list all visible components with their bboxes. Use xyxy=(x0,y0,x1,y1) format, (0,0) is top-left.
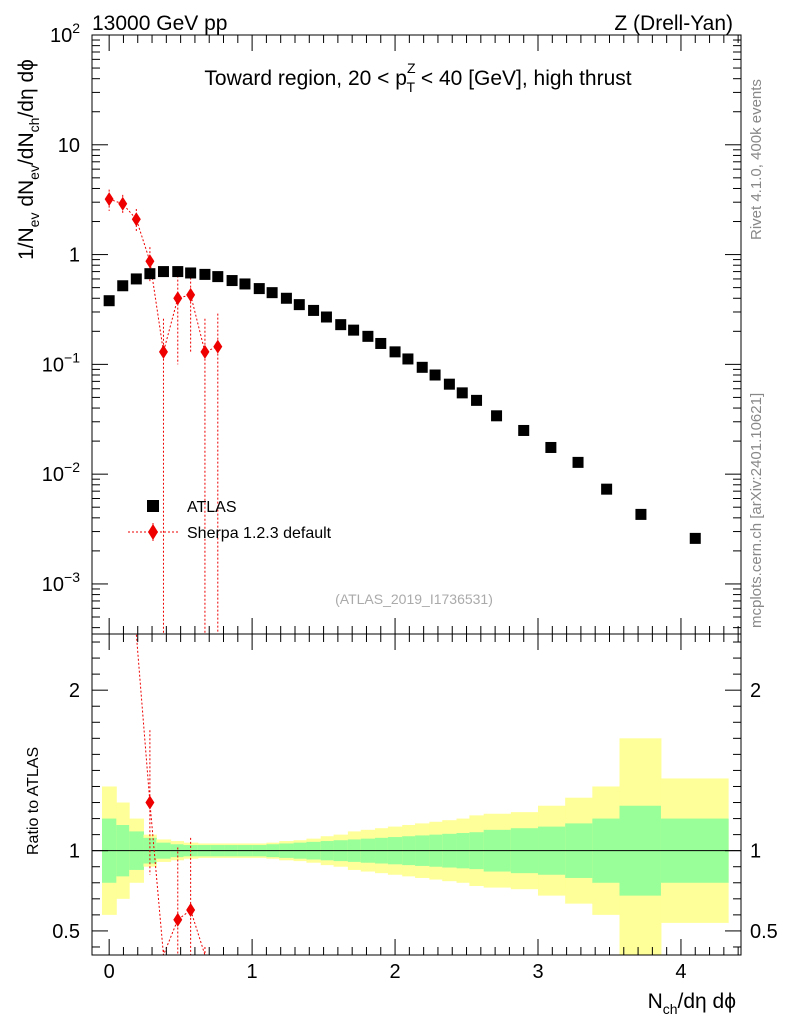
rivet-label: Rivet 4.1.0, 400k events xyxy=(748,79,765,240)
sherpa-point xyxy=(186,287,196,302)
atlas-point xyxy=(402,353,414,365)
legend-atlas-marker xyxy=(147,500,159,512)
sherpa-point xyxy=(200,344,210,359)
main-y-axis-label: 1/Nev dNev/dNch/dη dϕ xyxy=(15,59,42,260)
sherpa-point xyxy=(118,196,128,211)
legend-sherpa-marker xyxy=(148,524,158,540)
sherpa-point xyxy=(173,291,183,306)
sherpa-point xyxy=(145,254,155,269)
y-tick-label: 10 xyxy=(58,135,80,157)
atlas-point xyxy=(456,387,468,399)
atlas-point xyxy=(103,295,115,307)
x-tick-label: 4 xyxy=(675,961,686,983)
sherpa-point xyxy=(131,212,141,227)
atlas-point xyxy=(293,299,305,311)
ratio-x-tick-labels: 0 1 2 3 4 xyxy=(104,961,687,983)
atlas-point xyxy=(389,346,401,358)
atlas-point xyxy=(443,378,455,390)
ratio-y-tick-label-right: 2 xyxy=(750,680,761,702)
y-tick-label: 1 xyxy=(69,245,80,267)
ratio-y-tick-label-right: 1 xyxy=(750,841,761,863)
plot-title: Toward region, 20 < pZ T < 40 [GeV], high… xyxy=(204,60,631,95)
atlas-point xyxy=(172,266,184,278)
atlas-point xyxy=(518,424,530,436)
legend-sherpa-label: Sherpa 1.2.3 default xyxy=(187,525,332,542)
atlas-point xyxy=(335,319,347,331)
atlas-point xyxy=(348,324,360,336)
process-label: Z (Drell-Yan) xyxy=(614,12,733,35)
atlas-point xyxy=(212,271,224,283)
y-tick-label: 102 xyxy=(50,20,80,47)
legend: ATLAS Sherpa 1.2.3 default xyxy=(128,499,332,542)
sherpa-point xyxy=(158,344,168,359)
x-tick-label: 0 xyxy=(104,961,115,983)
atlas-point xyxy=(199,268,211,280)
legend-atlas-label: ATLAS xyxy=(187,499,237,516)
x-tick-label: 3 xyxy=(532,961,543,983)
atlas-point xyxy=(117,280,129,292)
atlas-point xyxy=(157,266,169,278)
y-tick-label: 10−2 xyxy=(42,459,80,486)
sherpa-ratio-point xyxy=(186,903,196,918)
analysis-watermark: (ATLAS_2019_I1736531) xyxy=(335,591,493,607)
sherpa-point xyxy=(104,192,114,207)
ratio-y-tick-label-left: 0.5 xyxy=(52,921,80,943)
atlas-point xyxy=(362,330,374,342)
atlas-point xyxy=(545,441,557,453)
atlas-point xyxy=(239,278,251,290)
atlas-point xyxy=(253,283,265,295)
ratio-axis-ticks xyxy=(92,634,741,955)
ratio-y-tick-label-right: 0.5 xyxy=(750,921,778,943)
atlas-point xyxy=(635,508,647,520)
x-tick-label: 2 xyxy=(389,961,400,983)
sherpa-ratio-series xyxy=(109,633,206,956)
x-tick-label: 1 xyxy=(247,961,258,983)
sherpa-line xyxy=(108,198,218,353)
atlas-point xyxy=(144,268,156,280)
atlas-point xyxy=(308,304,320,316)
atlas-point xyxy=(130,273,142,285)
main-panel: 102 10 1 10−1 10−2 10−3 Toward region, 20 < p… xyxy=(15,20,742,635)
sherpa-point xyxy=(213,339,223,354)
ratio-frame xyxy=(91,633,742,956)
atlas-point xyxy=(375,337,387,349)
ratio-y-tick-label-left: 1 xyxy=(69,841,80,863)
atlas-point xyxy=(185,267,197,279)
atlas-point xyxy=(226,275,238,287)
atlas-point xyxy=(429,369,441,381)
ratio-panel: 2 2 1 1 0.5 0.5 0 1 2 3 4 Ratio to ATLAS Nch/dη d… xyxy=(25,633,778,1017)
atlas-point xyxy=(266,287,278,299)
ratio-y-axis-label: Ratio to ATLAS xyxy=(25,747,42,855)
atlas-point xyxy=(572,456,584,468)
atlas-point xyxy=(689,532,701,544)
atlas-point xyxy=(280,292,292,304)
main-frame xyxy=(91,34,742,635)
sherpa-main-series xyxy=(104,189,223,634)
energy-label: 13000 GeV pp xyxy=(92,12,227,35)
main-axis-ticks xyxy=(92,34,741,634)
atlas-point xyxy=(416,361,428,373)
atlas-point xyxy=(320,311,332,323)
sherpa-ratio-point xyxy=(173,912,183,927)
atlas-main-series xyxy=(103,266,701,544)
ratio-y-tick-labels: 2 2 1 1 0.5 0.5 xyxy=(52,680,778,943)
ratio-uncertainty-bands xyxy=(102,738,729,955)
y-tick-label: 10−1 xyxy=(42,349,80,376)
x-axis-label: Nch/dη dϕ xyxy=(648,990,736,1017)
ratio-y-tick-label-left: 2 xyxy=(69,680,80,702)
atlas-point xyxy=(491,410,503,422)
sherpa-ratio-point xyxy=(145,795,155,810)
atlas-point xyxy=(471,394,483,406)
y-tick-label: 10−3 xyxy=(42,569,80,596)
main-y-tick-labels: 102 10 1 10−1 10−2 10−3 xyxy=(42,20,80,596)
atlas-point xyxy=(601,483,613,495)
site-label: mcplots.cern.ch [arXiv:2401.10621] xyxy=(748,393,765,628)
